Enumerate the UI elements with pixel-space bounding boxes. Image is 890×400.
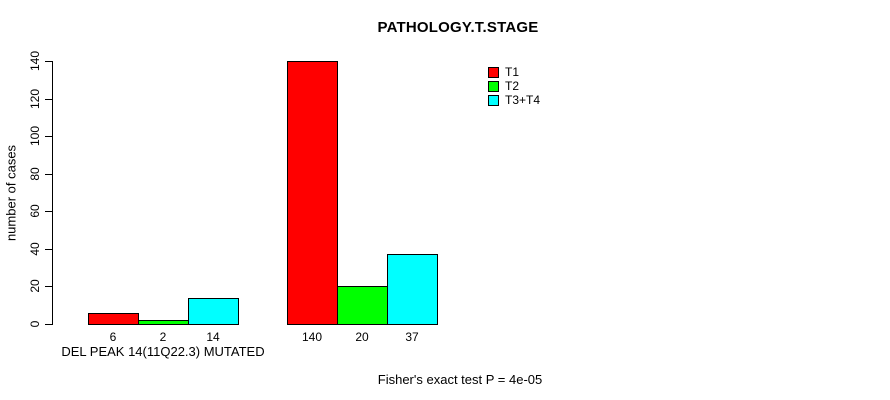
bar-t3-t4-group1 <box>188 298 239 325</box>
bar-t1-group2 <box>287 61 338 325</box>
bar-t2-group1 <box>138 320 189 325</box>
bar-value-label: 14 <box>206 330 220 344</box>
bar-value-label: 2 <box>159 330 167 344</box>
bar-value-label: 140 <box>301 330 323 344</box>
y-tick-label: 100 <box>28 125 42 147</box>
y-tick-mark <box>45 211 52 212</box>
bar-t2-group2 <box>337 286 388 325</box>
y-tick-mark <box>45 249 52 250</box>
legend-row-t3-t4: T3+T4 <box>488 94 540 107</box>
bar-value-label: 20 <box>355 330 369 344</box>
y-axis-label: number of cases <box>3 144 19 242</box>
y-tick-mark <box>45 99 52 100</box>
y-tick-label: 60 <box>28 204 42 218</box>
y-tick-mark <box>45 286 52 287</box>
legend: T1 T2 T3+T4 <box>488 66 540 108</box>
legend-label: T1 <box>505 65 520 79</box>
x-axis-group-label: DEL PEAK 14(11Q22.3) MUTATED <box>61 344 265 359</box>
legend-swatch-icon <box>488 81 499 92</box>
y-tick-mark <box>45 61 52 62</box>
y-tick-label: 0 <box>28 320 42 328</box>
legend-label: T2 <box>505 79 520 93</box>
legend-label: T3+T4 <box>505 93 541 107</box>
bar-value-label: 37 <box>405 330 419 344</box>
y-tick-mark <box>45 136 52 137</box>
bar-t1-group1 <box>88 313 139 325</box>
y-tick-mark <box>45 324 52 325</box>
legend-row-t1: T1 <box>488 66 540 79</box>
bar-t3-t4-group2 <box>387 254 438 325</box>
legend-swatch-icon <box>488 95 499 106</box>
chart-title: PATHOLOGY.T.STAGE <box>377 19 539 36</box>
annotation-text: Fisher's exact test P = 4e-05 <box>377 372 543 387</box>
y-axis-line <box>52 61 53 325</box>
legend-row-t2: T2 <box>488 80 540 93</box>
y-tick-label: 140 <box>28 50 42 72</box>
y-tick-label: 20 <box>28 279 42 293</box>
y-tick-mark <box>45 174 52 175</box>
y-tick-label: 80 <box>28 167 42 181</box>
y-tick-label: 120 <box>28 88 42 110</box>
legend-swatch-icon <box>488 67 499 78</box>
y-tick-label: 40 <box>28 242 42 256</box>
bar-value-label: 6 <box>109 330 117 344</box>
